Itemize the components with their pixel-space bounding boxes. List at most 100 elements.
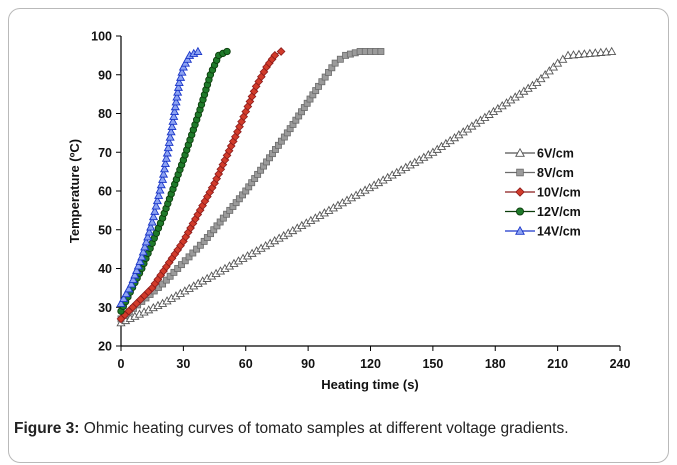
- point-14vcm-27: [159, 164, 170, 173]
- y-axis-label: Temperature (ºC): [67, 139, 82, 243]
- point-14vcm-0: [116, 298, 126, 307]
- point-14vcm-8: [133, 261, 143, 270]
- point-8vcm-19: [193, 245, 201, 253]
- legend-marker-12vcm: [515, 207, 525, 216]
- y-tick-label-90: 90: [98, 68, 112, 82]
- y-tick-label-30: 30: [98, 301, 112, 315]
- point-6vcm-94: [536, 73, 546, 83]
- point-6vcm-108: [607, 46, 617, 55]
- point-14vcm-49: [182, 54, 193, 63]
- point-8vcm-10: [159, 280, 167, 288]
- x-tick-label-120: 120: [360, 357, 381, 371]
- legend-marker-6vcm: [515, 147, 525, 157]
- point-6vcm-98: [553, 58, 563, 67]
- point-8vcm-16: [181, 257, 189, 265]
- point-14vcm-12: [140, 242, 150, 251]
- point-14vcm-5: [128, 274, 138, 283]
- point-14vcm-7: [132, 265, 142, 274]
- y-tick-label-100: 100: [91, 30, 112, 44]
- point-14vcm-37: [169, 111, 179, 120]
- point-14vcm-42: [173, 87, 183, 96]
- point-8vcm-13: [170, 268, 178, 276]
- point-14vcm-19: [150, 206, 160, 215]
- legend-label-12vcm: 12V/cm: [537, 205, 581, 219]
- point-14vcm-48: [180, 58, 191, 67]
- y-tick-label-70: 70: [98, 146, 112, 160]
- point-8vcm-20: [196, 241, 204, 249]
- y-tick-label-20: 20: [98, 340, 112, 354]
- point-14vcm-31: [163, 142, 173, 152]
- point-14vcm-38: [169, 106, 180, 116]
- point-14vcm-11: [138, 247, 148, 256]
- point-8vcm-12: [166, 272, 174, 280]
- legend-marker-8vcm: [516, 168, 524, 177]
- point-6vcm-97: [548, 62, 559, 71]
- point-14vcm-22: [154, 190, 164, 199]
- legend-marker-10vcm: [515, 187, 525, 197]
- figure-caption: Figure 3: Ohmic heating curves of tomato…: [14, 418, 664, 439]
- x-tick-label-210: 210: [547, 357, 568, 371]
- x-axis-label: Heating time (s): [321, 377, 419, 392]
- point-14vcm-6: [130, 270, 140, 279]
- point-14vcm-29: [161, 153, 171, 162]
- point-14vcm-28: [160, 158, 170, 168]
- legend-label-6vcm: 6V/cm: [537, 147, 574, 161]
- point-8vcm-64: [331, 59, 339, 67]
- point-14vcm-41: [172, 92, 182, 101]
- x-tick-label-60: 60: [239, 357, 253, 371]
- point-8vcm-17: [185, 253, 193, 261]
- x-tick-label-240: 240: [610, 357, 631, 371]
- caption-text: Ohmic heating curves of tomato samples a…: [83, 420, 569, 437]
- point-14vcm-47: [178, 62, 188, 71]
- point-14vcm-33: [165, 132, 175, 141]
- point-14vcm-34: [166, 127, 176, 136]
- point-14vcm-44: [174, 77, 184, 86]
- point-14vcm-16: [146, 222, 156, 231]
- point-14vcm-40: [171, 97, 181, 106]
- point-14vcm-30: [162, 148, 172, 157]
- point-14vcm-23: [155, 185, 165, 194]
- point-14vcm-2: [121, 288, 131, 298]
- point-8vcm-18: [189, 249, 197, 257]
- point-14vcm-36: [168, 116, 178, 125]
- y-tick-label-80: 80: [98, 107, 112, 121]
- point-10vcm-60: [276, 47, 286, 56]
- point-8vcm-14: [174, 265, 182, 272]
- point-14vcm-9: [135, 256, 145, 265]
- y-tick-label-50: 50: [98, 223, 112, 237]
- point-14vcm-13: [141, 237, 151, 246]
- legend-label-14vcm: 14V/cm: [537, 225, 581, 239]
- point-6vcm-96: [544, 66, 554, 75]
- point-14vcm-18: [148, 211, 159, 221]
- figure-frame: [8, 8, 669, 463]
- point-14vcm-52: [193, 46, 203, 55]
- point-14vcm-21: [152, 195, 162, 205]
- point-8vcm-73: [377, 48, 385, 55]
- point-12vcm-54: [223, 47, 231, 56]
- legend-label-10vcm: 10V/cm: [537, 186, 581, 200]
- point-8vcm-11: [162, 276, 170, 284]
- x-tick-label-90: 90: [301, 357, 315, 371]
- y-tick-label-40: 40: [98, 262, 112, 276]
- point-14vcm-26: [158, 169, 169, 178]
- point-14vcm-3: [124, 284, 134, 293]
- point-6vcm-93: [532, 77, 542, 86]
- x-tick-label-150: 150: [422, 357, 443, 371]
- point-14vcm-32: [164, 137, 174, 146]
- caption-label: Figure 3:: [14, 420, 80, 437]
- point-14vcm-17: [147, 217, 157, 226]
- point-6vcm-99: [558, 54, 568, 63]
- point-14vcm-24: [156, 179, 166, 189]
- point-14vcm-20: [151, 201, 161, 210]
- point-14vcm-25: [158, 174, 168, 183]
- point-14vcm-4: [126, 279, 136, 288]
- point-14vcm-15: [144, 227, 154, 236]
- point-14vcm-10: [137, 252, 147, 261]
- point-14vcm-35: [167, 121, 177, 131]
- point-10vcm-59: [270, 51, 280, 60]
- x-tick-label-30: 30: [176, 357, 190, 371]
- point-8vcm-65: [336, 55, 344, 63]
- legend-label-8vcm: 8V/cm: [537, 166, 574, 180]
- x-tick-label-180: 180: [485, 357, 506, 371]
